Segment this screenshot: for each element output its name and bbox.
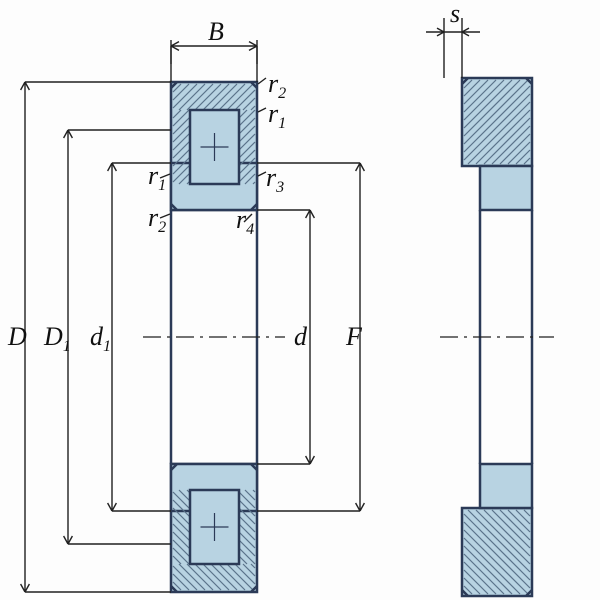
svg-text:d: d xyxy=(294,322,308,351)
bearing-diagram: BsDD1d1dFr2r1r1r2r3r4 xyxy=(0,0,600,600)
svg-text:B: B xyxy=(208,17,224,46)
svg-text:F: F xyxy=(345,322,363,351)
svg-text:D: D xyxy=(7,322,27,351)
svg-text:s: s xyxy=(450,0,460,28)
